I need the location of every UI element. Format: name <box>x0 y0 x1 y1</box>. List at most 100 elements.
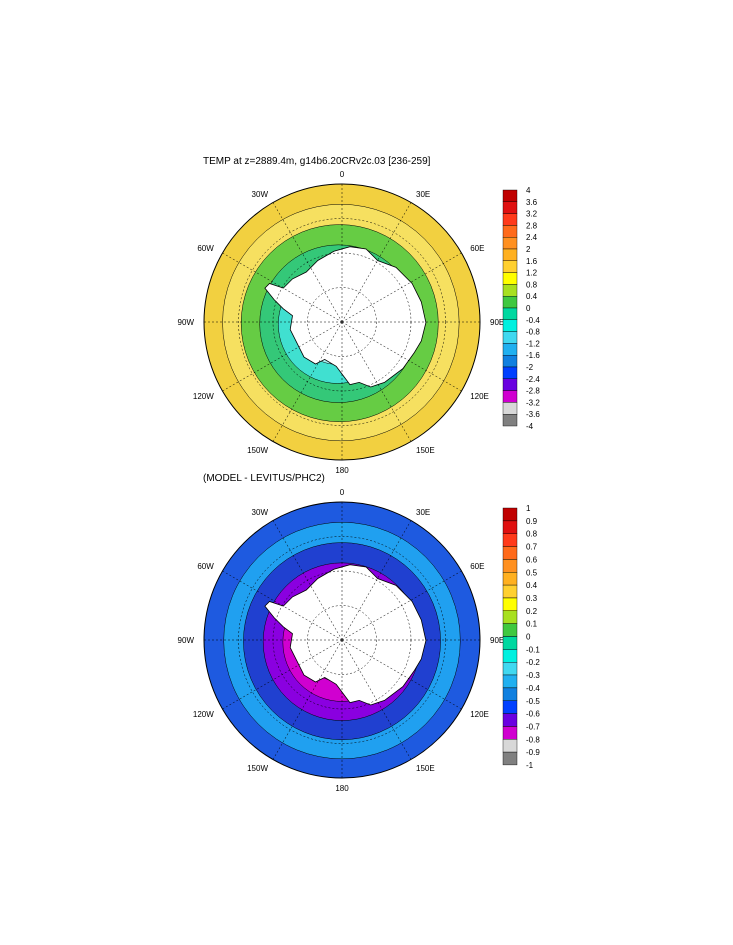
longitude-label: 90W <box>178 318 195 327</box>
latitude-circle <box>238 218 446 426</box>
colorbar-swatch <box>502 726 518 740</box>
meridian-line <box>341 202 412 323</box>
colorbar-label: 0 <box>526 633 531 642</box>
longitude-label: 0 <box>340 170 345 179</box>
colorbar-label: 0.2 <box>526 607 538 616</box>
contour-band <box>259 244 418 403</box>
colorbar-swatch <box>502 623 518 637</box>
colorbar-swatch <box>502 236 518 250</box>
contour-band <box>278 264 397 384</box>
contour-band <box>296 285 376 365</box>
colorbar-label: 3.2 <box>526 210 538 219</box>
contour-band <box>204 184 480 460</box>
colorbar-label: -2.8 <box>526 387 540 396</box>
colorbar-label: 1.2 <box>526 269 538 278</box>
colorbar-swatch <box>502 751 518 766</box>
contour-band <box>262 562 422 721</box>
colorbar-label: 4 <box>526 186 531 195</box>
colorbar-swatch <box>502 260 518 273</box>
colorbar-label: -0.8 <box>526 328 540 337</box>
colorbar-swatch <box>502 284 518 297</box>
meridian-line <box>222 639 343 710</box>
meridian-line <box>341 639 462 710</box>
colorbar-label: -3.6 <box>526 410 540 419</box>
colorbar-label: -0.4 <box>526 684 540 693</box>
longitude-label: 150E <box>416 764 435 773</box>
colorbar-swatch <box>502 355 518 368</box>
colorbar-swatch <box>502 272 518 285</box>
colorbar-swatch <box>502 507 518 522</box>
longitude-label: 60W <box>197 562 214 571</box>
colorbar-swatch <box>502 662 518 676</box>
contour-band <box>302 603 382 683</box>
colorbar-swatch <box>502 546 518 560</box>
colorbar-swatch <box>502 572 518 586</box>
colorbar-swatch <box>502 343 518 356</box>
longitude-label: 180 <box>335 784 349 793</box>
colorbar-label: -1 <box>526 761 534 770</box>
colorbar-swatch <box>502 559 518 573</box>
contour-band <box>243 542 441 740</box>
colorbar-label: 0.5 <box>526 568 538 577</box>
colorbar-swatch <box>502 248 518 262</box>
colorbar-swatch <box>502 225 518 238</box>
colorbar-label: 2.4 <box>526 233 538 242</box>
longitude-label: 90E <box>490 318 504 327</box>
colorbar-swatch <box>502 597 518 612</box>
meridian-line <box>222 570 343 641</box>
colorbar-label: -0.2 <box>526 658 540 667</box>
colorbar-swatch <box>502 610 518 624</box>
map-field <box>204 502 480 778</box>
colorbar-label: -0.1 <box>526 645 540 654</box>
contour-band <box>322 623 362 664</box>
colorbar-label: 0.6 <box>526 555 538 564</box>
meridian-line <box>341 321 462 392</box>
longitude-label: 30W <box>252 190 269 199</box>
longitude-label: 120W <box>193 710 214 719</box>
meridian-line <box>272 321 343 442</box>
colorbar-swatch <box>502 713 518 727</box>
latitude-circle <box>307 605 377 675</box>
longitude-label: 60E <box>470 244 484 253</box>
map-border <box>203 183 481 461</box>
colorbar-swatch <box>502 687 518 701</box>
longitude-label: 150W <box>247 446 268 455</box>
colorbar-swatch <box>502 189 518 203</box>
colorbar-label: 0.8 <box>526 280 538 289</box>
longitude-label: 90E <box>490 636 504 645</box>
colorbar-label: 0.9 <box>526 517 538 526</box>
colorbar-label: 0 <box>526 304 531 313</box>
colorbar-swatch <box>502 201 518 214</box>
longitude-label: 120E <box>470 392 489 401</box>
contour-band <box>315 305 356 346</box>
meridian-line <box>341 252 462 323</box>
colorbar-label: 0.4 <box>526 292 538 301</box>
antarctica-outline <box>264 564 427 706</box>
colorbar-label: -0.8 <box>526 735 540 744</box>
longitude-label: 120E <box>470 710 489 719</box>
colorbar-label: 3.6 <box>526 198 538 207</box>
contour-band <box>222 204 460 442</box>
latitude-circle <box>272 570 412 710</box>
longitude-label: 180 <box>335 466 349 475</box>
longitude-label: 60W <box>197 244 214 253</box>
colorbar-swatch <box>502 739 518 753</box>
longitude-label: 120W <box>193 392 214 401</box>
latitude-circle <box>307 287 377 357</box>
latitude-circle <box>272 252 412 392</box>
colorbar-swatch <box>502 584 518 599</box>
colorbar-swatch <box>502 390 518 403</box>
colorbar-swatch <box>502 331 518 344</box>
colorbar-swatch <box>502 414 518 427</box>
colorbar-label: -0.7 <box>526 723 540 732</box>
longitude-label: 150E <box>416 446 435 455</box>
longitude-label: 60E <box>470 562 484 571</box>
meridian-line <box>222 252 343 323</box>
colorbar-swatch <box>502 700 518 714</box>
meridian-line <box>272 520 343 641</box>
map-title-difference: (MODEL - LEVITUS/PHC2) <box>203 473 325 484</box>
meridian-line <box>341 520 412 641</box>
longitude-label: 30E <box>416 508 430 517</box>
